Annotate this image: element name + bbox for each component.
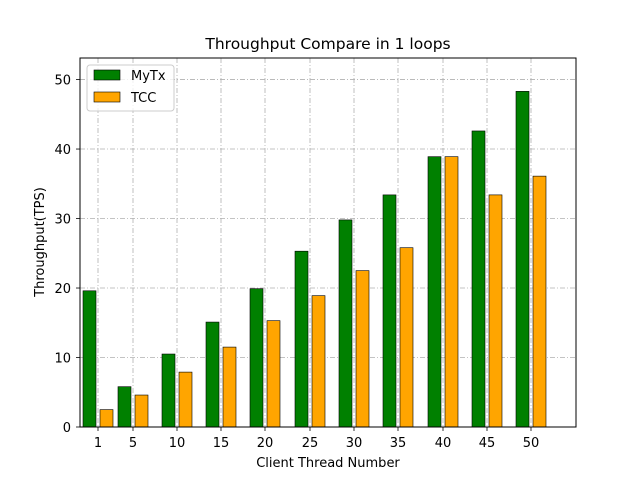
legend: MyTx TCC: [86, 64, 175, 112]
x-axis-title: Client Thread Number: [256, 456, 400, 471]
plot-frame: [79, 57, 577, 428]
bar-mytx-40: [427, 156, 442, 428]
bar-mytx-15: [205, 321, 220, 428]
x-axis: 1 5 10 15 20 25 30 35 40 45 50: [94, 427, 539, 451]
x-tick-label-50: 50: [523, 436, 540, 451]
legend-swatch-tcc: [93, 91, 121, 103]
bar-mytx-50: [515, 91, 530, 428]
bar-tcc-40: [444, 156, 459, 428]
x-tick-label-40: 40: [435, 436, 452, 451]
bar-mytx-20: [249, 288, 264, 428]
bar-tcc-5: [134, 394, 149, 428]
y-axis: 0 10 20 30 40 50: [54, 74, 80, 436]
x-tick-label-20: 20: [257, 436, 274, 451]
bar-tcc-20: [266, 320, 281, 428]
bar-mytx-10: [161, 353, 176, 428]
x-tick-label-5: 5: [129, 436, 137, 451]
x-tick-label-15: 15: [213, 436, 230, 451]
x-tick-label-30: 30: [346, 436, 363, 451]
y-tick-label-50: 50: [54, 74, 71, 89]
bar-tcc-30: [355, 270, 370, 428]
bar-mytx-35: [382, 194, 397, 428]
bar-mytx-5: [117, 386, 132, 428]
bar-tcc-15: [222, 346, 237, 428]
legend-label-tcc: TCC: [130, 91, 156, 106]
bar-tcc-10: [178, 371, 193, 428]
x-tick-label-45: 45: [479, 436, 496, 451]
x-tick-label-35: 35: [390, 436, 407, 451]
bar-tcc-50: [532, 175, 547, 428]
legend-swatch-mytx: [93, 69, 121, 81]
x-tick-label-25: 25: [302, 436, 319, 451]
bar-tcc-35: [399, 247, 414, 428]
bar-tcc-45: [488, 194, 503, 428]
y-tick-label-20: 20: [54, 282, 71, 297]
bar-mytx-1: [82, 290, 97, 428]
bar-tcc-25: [311, 295, 326, 428]
chart-title: Throughput Compare in 1 loops: [204, 35, 450, 53]
bar-mytx-25: [294, 250, 309, 428]
x-tick-label-10: 10: [169, 436, 186, 451]
y-tick-label-10: 10: [54, 352, 71, 367]
bar-tcc-1: [99, 409, 114, 428]
y-axis-title: Throughput(TPS): [33, 187, 48, 298]
bar-mytx-45: [471, 130, 486, 428]
y-tick-label-40: 40: [54, 143, 71, 158]
bar-mytx-30: [338, 219, 353, 428]
y-tick-label-30: 30: [54, 213, 71, 228]
grid-lines: [80, 58, 576, 428]
y-tick-label-0: 0: [63, 421, 71, 436]
x-tick-label-1: 1: [94, 436, 102, 451]
legend-label-mytx: MyTx: [131, 69, 166, 84]
